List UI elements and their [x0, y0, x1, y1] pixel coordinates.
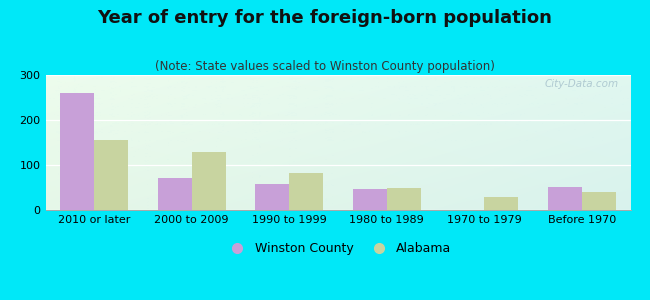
Bar [353, 189, 387, 210]
Bar [157, 178, 192, 210]
Text: Year of entry for the foreign-born population: Year of entry for the foreign-born popul… [98, 9, 552, 27]
Bar [289, 173, 324, 210]
Bar [582, 192, 616, 210]
Bar [387, 188, 421, 210]
Bar [255, 184, 289, 210]
Bar [60, 93, 94, 210]
Bar [547, 187, 582, 210]
Text: City-Data.com: City-Data.com [545, 79, 619, 89]
Legend: Winston County, Alabama: Winston County, Alabama [220, 238, 456, 260]
Bar [484, 196, 519, 210]
Text: (Note: State values scaled to Winston County population): (Note: State values scaled to Winston Co… [155, 60, 495, 73]
Bar [192, 152, 226, 210]
Bar [94, 140, 129, 210]
